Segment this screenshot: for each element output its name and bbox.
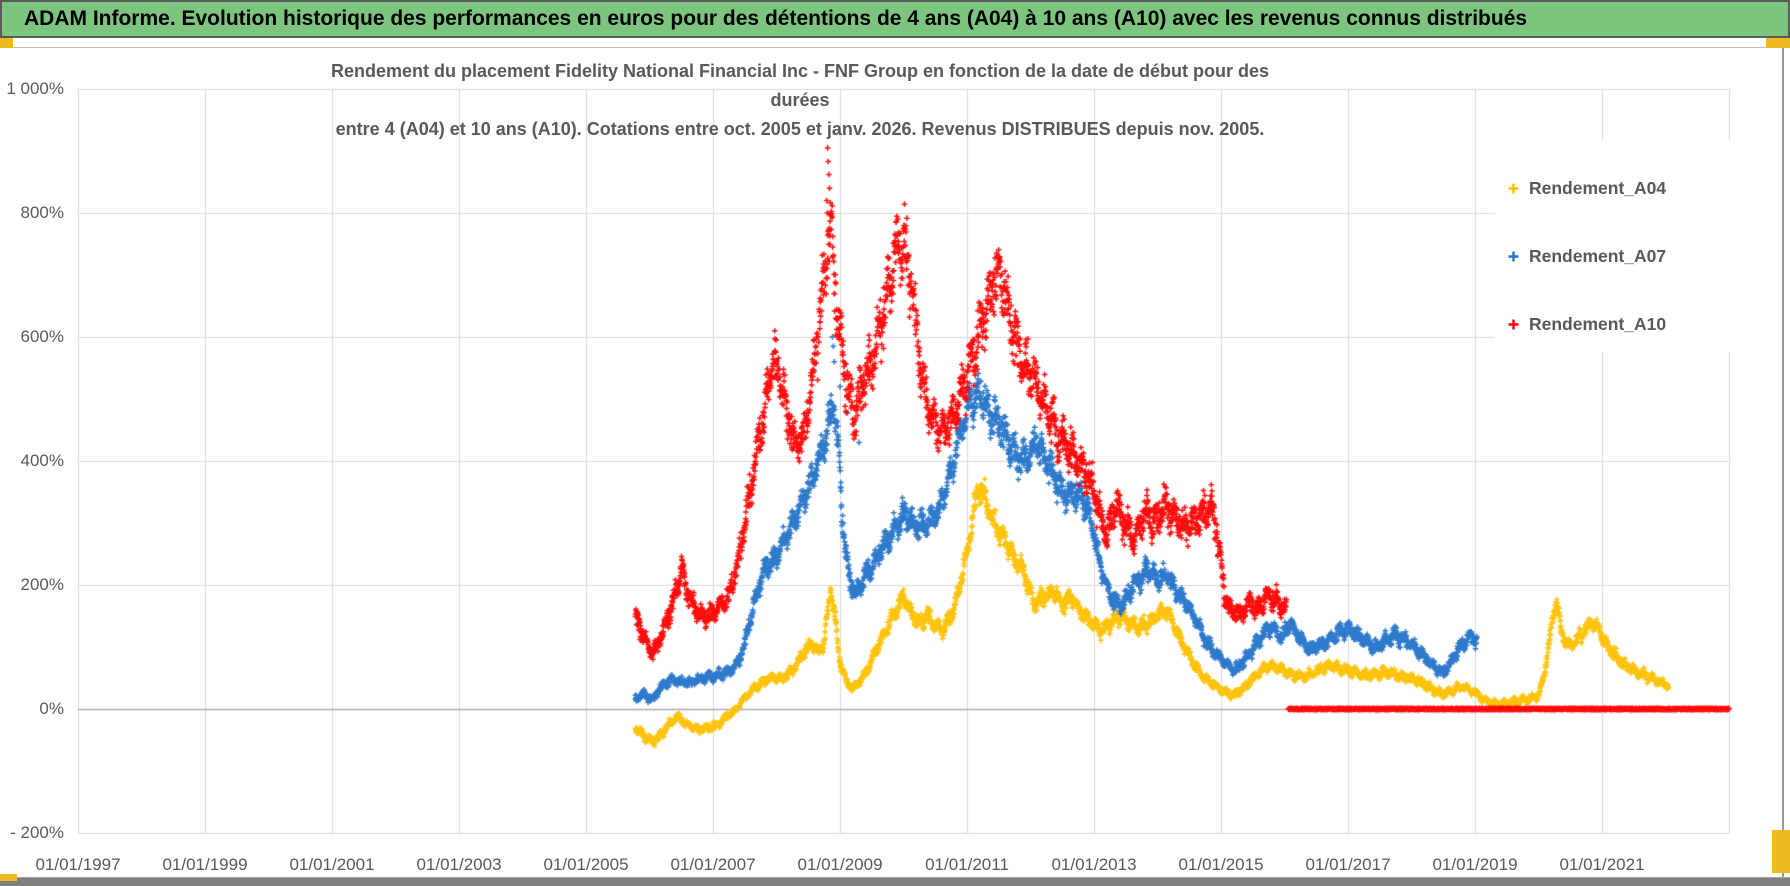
plus-marker-icon-a04 — [1508, 183, 1519, 193]
window-bottom-bar[interactable] — [0, 878, 1790, 886]
x-axis-tick-label: 01/01/2021 — [1559, 855, 1645, 874]
x-axis-tick-label: 01/01/2007 — [670, 855, 756, 874]
y-axis-tick-label: - 200% — [10, 823, 64, 842]
x-axis-tick-label: 01/01/2015 — [1178, 855, 1264, 874]
y-axis-tick-label: 600% — [20, 327, 64, 346]
plus-marker-icon-a10 — [1508, 319, 1519, 329]
window-bottom-line — [0, 877, 1790, 878]
accent-bottom-right — [1772, 830, 1790, 873]
x-axis-tick-label: 01/01/1999 — [162, 855, 248, 874]
legend-item-rendement-a07[interactable]: Rendement_A07 — [1507, 242, 1666, 270]
legend-label-a04: Rendement_A04 — [1529, 177, 1667, 198]
x-axis-tick-label: 01/01/2011 — [925, 855, 1009, 874]
chart-title-line1: Rendement du placement Fidelity National… — [330, 61, 1270, 110]
x-axis-tick-label: 01/01/2017 — [1305, 855, 1391, 874]
window-right-border — [1782, 48, 1784, 878]
x-axis-tick-label: 01/01/1997 — [35, 855, 121, 874]
y-axis-tick-label: 1 000% — [6, 79, 64, 98]
y-axis-tick-label: 400% — [20, 451, 64, 470]
x-axis-tick-label: 01/01/2003 — [416, 855, 502, 874]
legend-item-rendement-a10[interactable]: Rendement_A10 — [1507, 310, 1666, 338]
x-axis-tick-label: 01/01/2019 — [1432, 855, 1518, 874]
chart-legend[interactable]: Rendement_A04 Rendement_A07 Rendement_A1… — [1495, 140, 1740, 352]
x-axis-tick-label: 01/01/2001 — [289, 855, 375, 874]
x-axis-tick-label: 01/01/2013 — [1051, 855, 1137, 874]
y-axis-tick-label: 800% — [20, 203, 64, 222]
x-axis-tick-label: 01/01/2009 — [797, 855, 883, 874]
chart-title-line2: entre 4 (A04) et 10 ans (A10). Cotations… — [335, 119, 1265, 139]
accent-bottom-left — [0, 874, 17, 881]
chart-title[interactable]: Rendement du placement Fidelity National… — [300, 57, 1300, 144]
y-axis-tick-label: 200% — [20, 575, 64, 594]
legend-label-a07: Rendement_A07 — [1529, 245, 1667, 266]
y-axis-tick-label: 0% — [39, 699, 64, 718]
x-axis-tick-label: 01/01/2005 — [543, 855, 629, 874]
plus-marker-icon-a07 — [1508, 251, 1519, 261]
legend-item-rendement-a04[interactable]: Rendement_A04 — [1507, 174, 1666, 202]
legend-label-a10: Rendement_A10 — [1529, 313, 1667, 334]
